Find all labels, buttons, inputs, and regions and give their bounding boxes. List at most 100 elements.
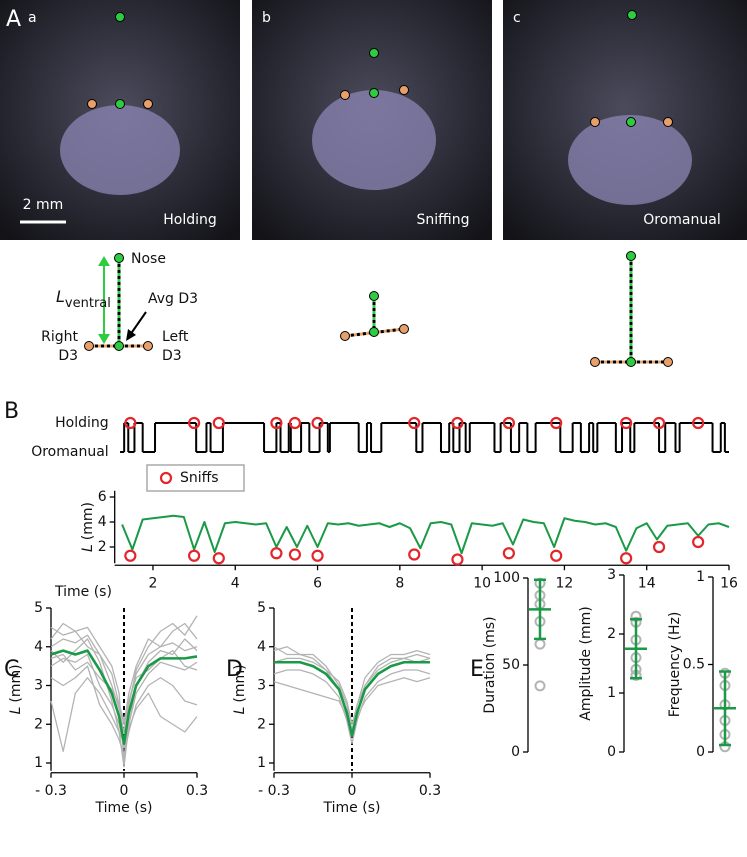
panel-label: E [470,657,484,682]
y-tick-label: 1 [696,569,705,585]
x-tick-label: - 0.3 [258,783,290,799]
sniff-point [212,552,225,565]
x-tick-label: 4 [231,575,240,591]
y-tick-label: 1 [607,685,616,701]
panel-label: A [6,7,21,32]
y-axis-label: L (mm) [8,664,24,714]
y-tick-label: 0 [607,744,616,760]
length-symbol: L [56,287,65,306]
legend-label: Sniffs [180,470,219,486]
y-axis-label: Amplitude (mm) [578,606,594,720]
x-tick-label: 16 [720,575,738,591]
state-label: Sniffing [417,212,470,228]
data-point [534,638,546,650]
trace [50,649,198,722]
scale-bar-label: 2 mm [23,197,64,213]
sniff-marker [692,416,705,430]
sniff-point [451,553,464,566]
legend-marker [159,471,173,485]
x-tick-label: 2 [149,575,158,591]
y-tick-label: Holding [55,415,109,431]
trace [273,653,431,725]
sniff-point [652,540,666,554]
sniff-point [311,549,324,562]
x-tick-label: 0 [348,783,357,799]
y-tick-label: 4 [257,639,266,655]
x-axis-label: Time (s) [323,800,381,816]
y-tick-label: 3 [607,567,616,583]
photo-a [0,0,240,240]
trace [50,622,198,725]
y-axis-label: Duration (ms) [482,616,498,713]
subpanel-letter: a [28,10,37,26]
x-tick-label: 0 [120,783,129,799]
panel-label: D [226,657,243,682]
length-label: Lventral [56,287,111,311]
trace [121,514,730,555]
y-tick-label: 1 [257,755,266,771]
sniff-marker [188,416,201,430]
sniff-marker [270,416,283,430]
sniff-point [502,547,515,560]
trace [273,677,431,729]
x-tick-label: 14 [638,575,656,591]
sniff-marker [124,416,137,430]
right-label: D3 [58,348,78,364]
y-tick-label: 50 [502,657,520,673]
trace [50,653,198,749]
sniff-marker [652,416,666,430]
sniff-point [188,549,201,562]
y-axis-unit: (mm) [8,664,24,702]
state-label: Oromanual [643,212,720,228]
legend-box [146,464,245,492]
y-axis-symbol: L [80,544,96,552]
subpanel-letter: b [262,10,271,26]
y-axis-symbol: L [8,707,24,715]
photo-c [503,0,747,240]
x-tick-label: 0.3 [419,783,441,799]
sniff-point [288,548,302,561]
right-label: Right [41,329,78,345]
y-tick-label: 2 [607,626,616,642]
panel-label: B [4,399,19,424]
x-axis-label: Time (s) [54,584,112,600]
y-tick-label: 5 [34,600,43,616]
trace [50,649,198,745]
avg-label: Avg D3 [148,291,198,307]
sniff-point [408,548,421,561]
sniff-marker [502,416,515,430]
y-axis-label: L (mm) [80,502,96,552]
y-tick-label: 4 [34,639,43,655]
subpanel-letter: c [513,10,521,26]
trace [273,669,431,745]
length-subscript: ventral [65,296,111,311]
y-tick-label: 2 [257,716,266,732]
y-tick-label: 100 [493,570,520,586]
y-tick-label: 3 [34,678,43,694]
y-tick-label: 6 [98,489,107,505]
x-tick-label: 8 [395,575,404,591]
state-label: Holding [163,212,217,228]
y-tick-label: 0.5 [683,657,705,673]
sniff-marker [288,416,302,430]
sniff-marker [620,416,633,430]
y-axis-unit: (mm) [232,664,248,702]
y-tick-label: 2 [98,539,107,555]
sniff-marker [451,416,464,430]
x-tick-label: 0.3 [186,783,208,799]
sniff-marker [550,416,563,430]
schematic [84,251,673,367]
x-tick-label: 12 [556,575,574,591]
y-axis-symbol: L [232,707,248,715]
y-axis-unit: (mm) [80,502,96,540]
y-tick-label: 0 [696,744,705,760]
left-label: Left [162,329,189,345]
trace [274,660,430,738]
panel-label: C [4,657,19,682]
nose-label: Nose [131,251,166,267]
y-tick-label: 3 [257,678,266,694]
sniff-point [550,549,563,562]
x-tick-label: 10 [473,575,491,591]
y-tick-label: 1 [34,755,43,771]
